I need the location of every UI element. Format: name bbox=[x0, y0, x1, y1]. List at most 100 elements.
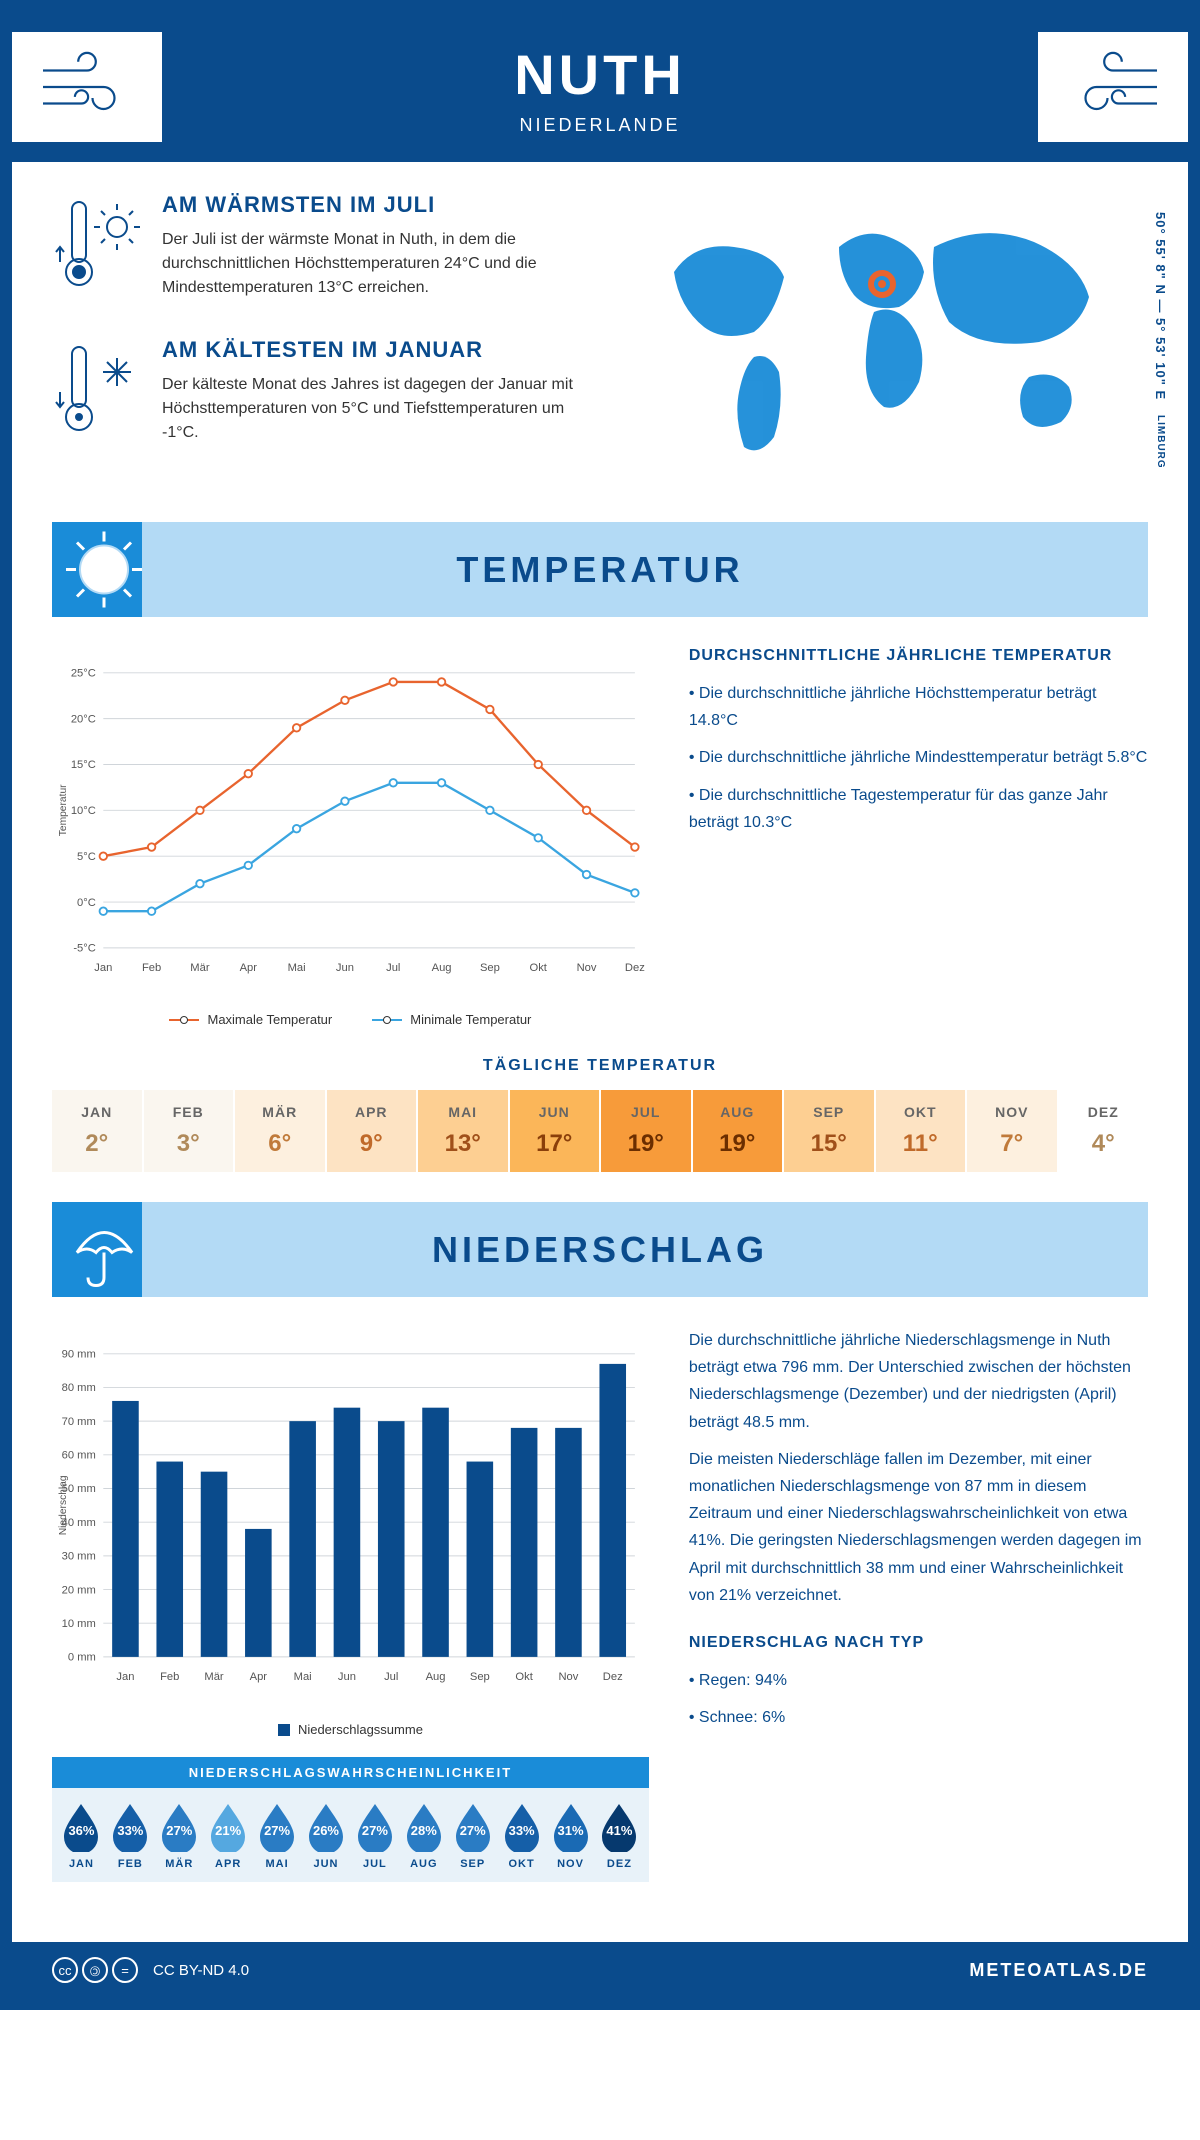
svg-text:Dez: Dez bbox=[625, 962, 645, 974]
rain-prob-cell: 26%JUN bbox=[303, 1800, 350, 1870]
section-title: TEMPERATUR bbox=[456, 549, 743, 591]
rain-prob-cell: 27%SEP bbox=[449, 1800, 496, 1870]
fact-coldest: AM KÄLTESTEN IM JANUAR Der kälteste Mona… bbox=[52, 337, 580, 452]
svg-text:25°C: 25°C bbox=[71, 668, 96, 680]
rain-prob-cell: 31%NOV bbox=[547, 1800, 594, 1870]
thermometer-snow-icon bbox=[52, 337, 142, 452]
svg-text:90 mm: 90 mm bbox=[62, 1349, 96, 1361]
precip-chart-legend: Niederschlagssumme bbox=[52, 1722, 649, 1737]
precipitation-summary: Die durchschnittliche jährliche Niedersc… bbox=[689, 1327, 1148, 1882]
daily-temp-cell: DEZ4° bbox=[1059, 1090, 1149, 1172]
temp-chart-legend: Maximale Temperatur Minimale Temperatur bbox=[52, 1012, 649, 1027]
precipitation-bar-chart: 0 mm10 mm20 mm30 mm40 mm50 mm60 mm70 mm8… bbox=[52, 1327, 649, 1707]
daily-temp-cell: JAN2° bbox=[52, 1090, 142, 1172]
daily-temp-cell: OKT11° bbox=[876, 1090, 966, 1172]
daily-temp-grid: JAN2°FEB3°MÄR6°APR9°MAI13°JUN17°JUL19°AU… bbox=[52, 1090, 1148, 1172]
daily-temp-cell: NOV7° bbox=[967, 1090, 1057, 1172]
daily-temp-cell: SEP15° bbox=[784, 1090, 874, 1172]
rain-prob-cell: 33%OKT bbox=[498, 1800, 545, 1870]
svg-text:Jul: Jul bbox=[386, 962, 400, 974]
section-title: NIEDERSCHLAG bbox=[432, 1229, 768, 1271]
daily-temp-heading: TÄGLICHE TEMPERATUR bbox=[52, 1057, 1148, 1075]
svg-text:10 mm: 10 mm bbox=[62, 1618, 96, 1630]
svg-text:0 mm: 0 mm bbox=[68, 1652, 96, 1664]
fact-text: Der Juli ist der wärmste Monat in Nuth, … bbox=[162, 228, 580, 300]
svg-text:30 mm: 30 mm bbox=[62, 1551, 96, 1563]
svg-text:Okt: Okt bbox=[530, 962, 548, 974]
svg-text:Mär: Mär bbox=[204, 1671, 224, 1683]
svg-text:Feb: Feb bbox=[142, 962, 161, 974]
rain-prob-cell: 27%JUL bbox=[351, 1800, 398, 1870]
rain-prob-cell: 21%APR bbox=[205, 1800, 252, 1870]
svg-text:Sep: Sep bbox=[470, 1671, 490, 1683]
cc-license-icons: cc🄯= bbox=[52, 1957, 138, 1983]
precip-type-bullet: • Regen: 94% bbox=[689, 1667, 1148, 1694]
world-map bbox=[620, 192, 1148, 472]
svg-text:Apr: Apr bbox=[240, 962, 258, 974]
content: AM WÄRMSTEN IM JULI Der Juli ist der wär… bbox=[12, 162, 1188, 1942]
svg-text:Mär: Mär bbox=[190, 962, 210, 974]
page: NUTH NIEDERLANDE AM WÄRMSTE bbox=[0, 0, 1200, 2010]
intro-row: AM WÄRMSTEN IM JULI Der Juli ist der wär… bbox=[52, 192, 1148, 482]
svg-text:Temperatur: Temperatur bbox=[58, 784, 69, 836]
rain-prob-cell: 41%DEZ bbox=[596, 1800, 643, 1870]
svg-text:Mai: Mai bbox=[294, 1671, 312, 1683]
fact-title: AM KÄLTESTEN IM JANUAR bbox=[162, 337, 580, 363]
rain-prob-cell: 36%JAN bbox=[58, 1800, 105, 1870]
svg-text:20°C: 20°C bbox=[71, 713, 96, 725]
temperature-line-chart: -5°C0°C5°C10°C15°C20°C25°CJanFebMärAprMa… bbox=[52, 647, 649, 997]
svg-text:-5°C: -5°C bbox=[73, 943, 96, 955]
fact-text: Der kälteste Monat des Jahres ist dagege… bbox=[162, 373, 580, 445]
page-subtitle: NIEDERLANDE bbox=[514, 115, 686, 136]
svg-text:10°C: 10°C bbox=[71, 805, 96, 817]
svg-text:Aug: Aug bbox=[432, 962, 452, 974]
daily-temp-cell: JUN17° bbox=[510, 1090, 600, 1172]
wind-icon-left bbox=[12, 32, 162, 142]
precip-type-bullet: • Schnee: 6% bbox=[689, 1704, 1148, 1731]
wind-icon-right bbox=[1038, 32, 1188, 142]
rain-prob-cell: 27%MÄR bbox=[156, 1800, 203, 1870]
svg-text:80 mm: 80 mm bbox=[62, 1382, 96, 1394]
temperature-summary: DURCHSCHNITTLICHE JÄHRLICHE TEMPERATUR •… bbox=[689, 647, 1148, 1027]
svg-text:Niederschlag: Niederschlag bbox=[58, 1475, 69, 1535]
temp-bullet: • Die durchschnittliche jährliche Höchst… bbox=[689, 680, 1148, 734]
license-text: CC BY-ND 4.0 bbox=[153, 1962, 249, 1979]
temp-summary-heading: DURCHSCHNITTLICHE JÄHRLICHE TEMPERATUR bbox=[689, 647, 1148, 665]
svg-text:Jul: Jul bbox=[384, 1671, 398, 1683]
temp-bullet: • Die durchschnittliche Tagestemperatur … bbox=[689, 782, 1148, 836]
svg-text:Mai: Mai bbox=[288, 962, 306, 974]
daily-temp-cell: AUG19° bbox=[693, 1090, 783, 1172]
fact-warmest: AM WÄRMSTEN IM JULI Der Juli ist der wär… bbox=[52, 192, 580, 307]
rain-prob-cell: 27%MAI bbox=[254, 1800, 301, 1870]
svg-text:Aug: Aug bbox=[426, 1671, 446, 1683]
svg-text:Apr: Apr bbox=[250, 1671, 268, 1683]
precip-paragraph: Die meisten Niederschläge fallen im Deze… bbox=[689, 1446, 1148, 1609]
daily-temp-cell: APR9° bbox=[327, 1090, 417, 1172]
svg-text:Jun: Jun bbox=[336, 962, 354, 974]
svg-text:Dez: Dez bbox=[603, 1671, 623, 1683]
svg-text:Nov: Nov bbox=[577, 962, 597, 974]
rain-prob-cell: 33%FEB bbox=[107, 1800, 154, 1870]
rain-probability-table: NIEDERSCHLAGSWAHRSCHEINLICHKEIT 36%JAN33… bbox=[52, 1757, 649, 1882]
svg-text:0°C: 0°C bbox=[77, 897, 96, 909]
svg-text:Nov: Nov bbox=[558, 1671, 578, 1683]
svg-text:70 mm: 70 mm bbox=[62, 1416, 96, 1428]
section-bar-precipitation: NIEDERSCHLAG bbox=[52, 1202, 1148, 1297]
coordinates: 50° 55' 8" N — 5° 53' 10" E LIMBURG bbox=[1153, 212, 1168, 468]
daily-temp-cell: MÄR6° bbox=[235, 1090, 325, 1172]
header: NUTH NIEDERLANDE bbox=[12, 12, 1188, 162]
site-name: METEOATLAS.DE bbox=[969, 1960, 1148, 1981]
svg-text:20 mm: 20 mm bbox=[62, 1584, 96, 1596]
footer: cc🄯= CC BY-ND 4.0 METEOATLAS.DE bbox=[12, 1942, 1188, 1998]
svg-text:Feb: Feb bbox=[160, 1671, 179, 1683]
precip-type-heading: NIEDERSCHLAG NACH TYP bbox=[689, 1634, 1148, 1652]
svg-text:Okt: Okt bbox=[515, 1671, 533, 1683]
daily-temp-cell: FEB3° bbox=[144, 1090, 234, 1172]
svg-text:5°C: 5°C bbox=[77, 851, 96, 863]
svg-text:Jun: Jun bbox=[338, 1671, 356, 1683]
umbrella-icon bbox=[62, 1207, 147, 1292]
svg-text:Sep: Sep bbox=[480, 962, 500, 974]
svg-text:60 mm: 60 mm bbox=[62, 1450, 96, 1462]
svg-text:Jan: Jan bbox=[116, 1671, 134, 1683]
page-title: NUTH bbox=[514, 42, 686, 107]
